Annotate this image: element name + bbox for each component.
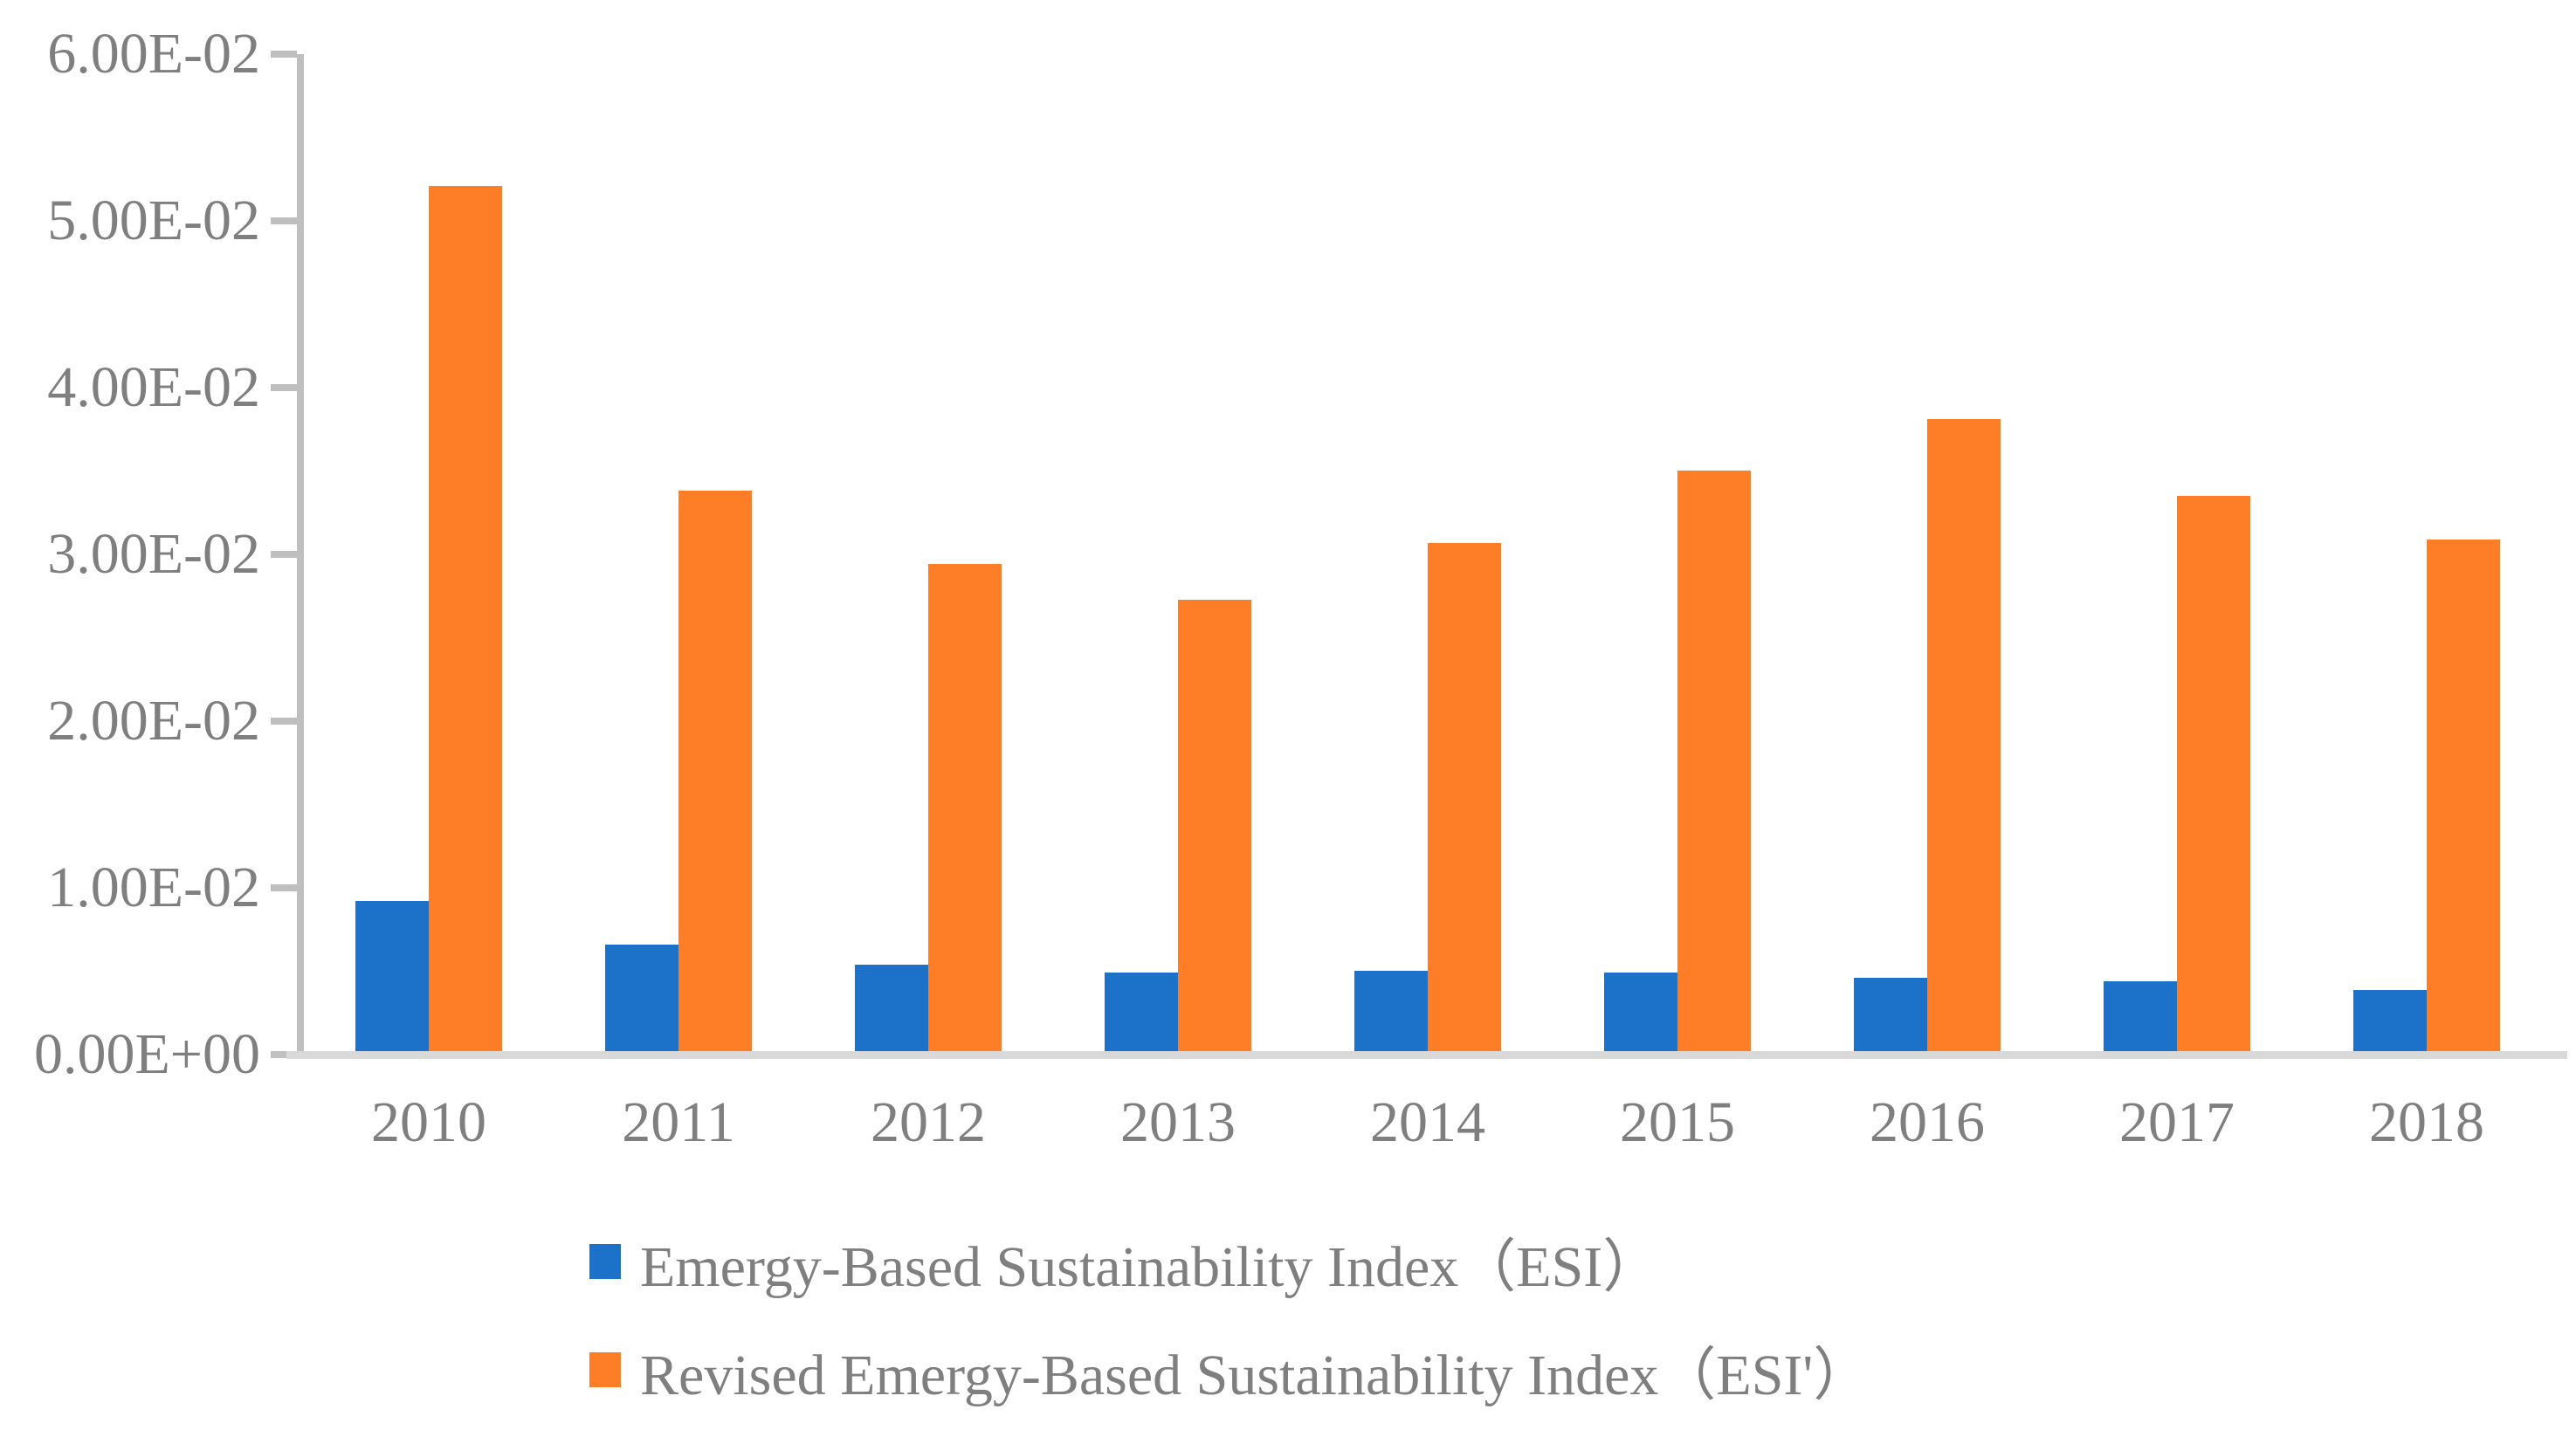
bar-esi-2017: [2104, 981, 2177, 1055]
y-tick-0.00E+00: [271, 1051, 297, 1058]
legend-swatch-esi-icon: [589, 1244, 621, 1279]
y-tick-2.00E-02: [271, 718, 297, 725]
plot-area: [304, 54, 2552, 1055]
bar-esi-2015: [1604, 973, 1677, 1055]
bar-esi-2011: [605, 945, 678, 1055]
bar-esi-prime-2016: [1927, 419, 2001, 1055]
y-tick-5.00E-02: [271, 217, 297, 224]
bar-esi-2014: [1354, 971, 1428, 1055]
y-tick-label-1.00E-02: 1.00E-02: [47, 856, 260, 919]
bar-esi-prime-2018: [2427, 540, 2500, 1055]
bar-esi-2016: [1854, 978, 1927, 1055]
legend: Emergy-Based Sustainability Index（ESI） R…: [589, 1229, 1870, 1407]
x-tick-label-2013: 2013: [1120, 1090, 1236, 1154]
y-tick-label-0.00E+00: 0.00E+00: [33, 1022, 260, 1086]
legend-label-esi-prime: Revised Emergy-Based Sustainability Inde…: [640, 1344, 1871, 1407]
bar-esi-prime-2015: [1677, 471, 1751, 1055]
y-tick-4.00E-02: [271, 384, 297, 391]
bar-esi-2010: [355, 901, 429, 1055]
x-tick-label-2011: 2011: [622, 1090, 735, 1154]
bar-esi-2013: [1105, 973, 1178, 1055]
bar-esi-2012: [855, 965, 928, 1055]
x-tick-label-2010: 2010: [371, 1090, 486, 1154]
x-tick-label-2017: 2017: [2119, 1090, 2235, 1154]
bar-esi-prime-2012: [928, 564, 1002, 1055]
y-tick-1.00E-02: [271, 884, 297, 891]
legend-label-esi: Emergy-Based Sustainability Index（ESI）: [640, 1235, 1661, 1299]
y-tick-label-4.00E-02: 4.00E-02: [47, 355, 260, 419]
bar-esi-prime-2011: [678, 491, 752, 1055]
y-tick-label-5.00E-02: 5.00E-02: [47, 189, 260, 252]
y-tick-3.00E-02: [271, 551, 297, 558]
legend-swatch-esi-prime-icon: [589, 1352, 621, 1387]
legend-item-esi: Emergy-Based Sustainability Index（ESI）: [589, 1229, 1870, 1299]
bar-esi-prime-2017: [2177, 496, 2250, 1055]
x-tick-label-2015: 2015: [1620, 1090, 1735, 1154]
x-axis-line: [286, 1051, 2567, 1059]
x-tick-label-2018: 2018: [2369, 1090, 2484, 1154]
y-tick-label-3.00E-02: 3.00E-02: [47, 522, 260, 586]
bar-esi-prime-2010: [429, 186, 502, 1055]
x-tick-label-2012: 2012: [871, 1090, 986, 1154]
bar-esi-prime-2014: [1428, 543, 1501, 1055]
x-tick-label-2014: 2014: [1370, 1090, 1485, 1154]
legend-item-esi-prime: Revised Emergy-Based Sustainability Inde…: [589, 1337, 1870, 1407]
y-tick-label-6.00E-02: 6.00E-02: [47, 22, 260, 86]
y-tick-label-2.00E-02: 2.00E-02: [47, 689, 260, 753]
bar-esi-2018: [2353, 990, 2427, 1055]
bar-esi-prime-2013: [1178, 600, 1251, 1055]
x-tick-label-2016: 2016: [1870, 1090, 1985, 1154]
y-axis-line: [297, 54, 304, 1059]
y-tick-6.00E-02: [271, 51, 297, 58]
